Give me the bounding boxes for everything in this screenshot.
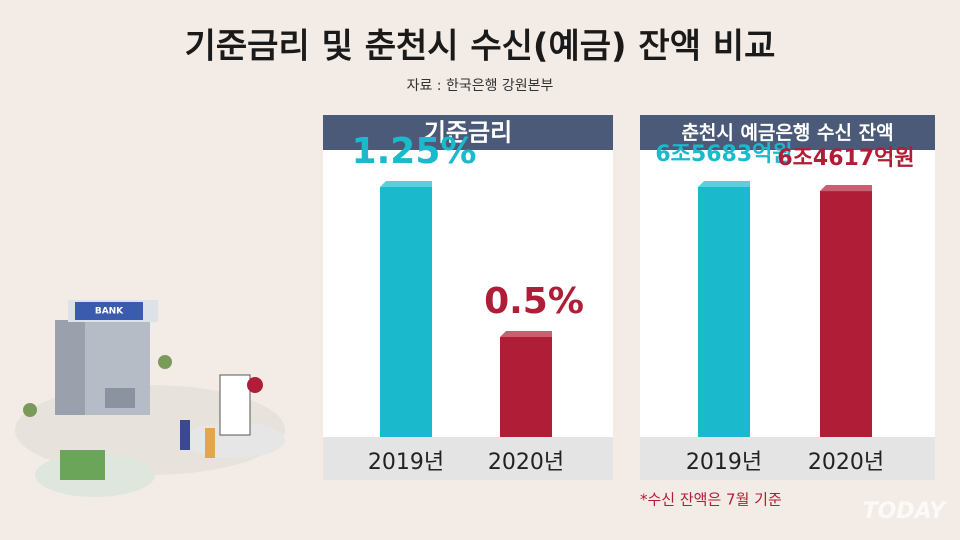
panel-header bbox=[640, 115, 935, 150]
source: 자료 : 한국은행 강원본부 bbox=[407, 78, 554, 94]
bar bbox=[698, 187, 750, 437]
value-label: 6조4617억원 bbox=[777, 146, 914, 171]
bar-shade bbox=[698, 181, 750, 187]
illustration: BANK bbox=[15, 300, 285, 497]
chart-title: 기준금리 bbox=[424, 119, 512, 147]
bar bbox=[380, 187, 432, 437]
panel-footer bbox=[640, 437, 935, 480]
bar bbox=[500, 337, 552, 437]
x-tick-label: 2019년 bbox=[686, 450, 762, 475]
panel bbox=[323, 115, 613, 480]
x-tick-label: 2020년 bbox=[808, 450, 884, 475]
bar-shade bbox=[500, 331, 552, 337]
bar-shade bbox=[380, 181, 432, 187]
x-tick-label: 2019년 bbox=[368, 450, 444, 475]
bar-shade bbox=[820, 185, 872, 192]
panel-footer bbox=[323, 437, 613, 480]
value-label: 6조5683억원 bbox=[655, 142, 792, 167]
bar bbox=[820, 191, 872, 437]
page-title: 기준금리 및 춘천시 수신(예금) 잔액 비교 bbox=[185, 27, 776, 67]
value-label: 0.5% bbox=[484, 281, 584, 322]
x-tick-label: 2020년 bbox=[488, 450, 564, 475]
watermark: TODAY bbox=[863, 499, 947, 524]
footnote: *수신 잔액은 7월 기준 bbox=[640, 491, 782, 509]
panel-header bbox=[323, 115, 613, 150]
illustration-label: BANK bbox=[95, 307, 124, 317]
value-label: 1.25% bbox=[352, 131, 477, 172]
chart-title: 춘천시 예금은행 수신 잔액 bbox=[681, 122, 893, 144]
panel bbox=[640, 115, 935, 480]
